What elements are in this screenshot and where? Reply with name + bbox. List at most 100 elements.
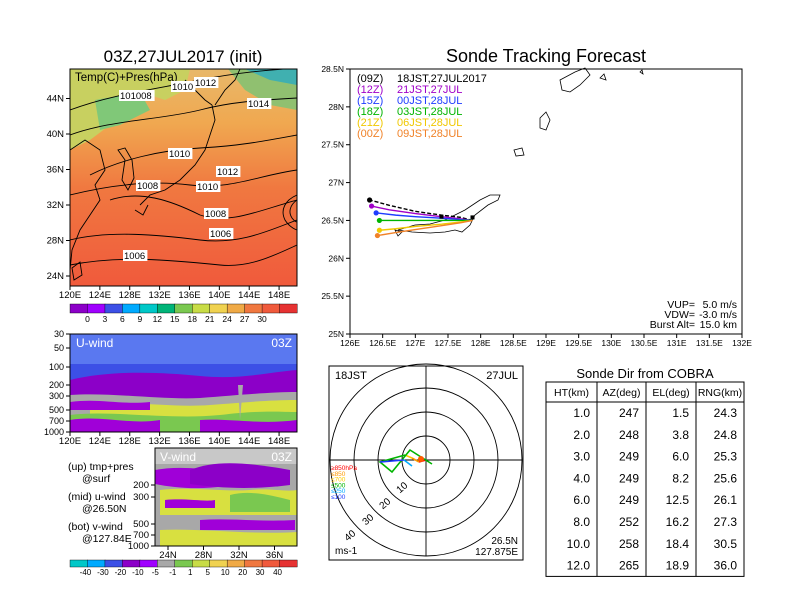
map-y-tick-label: 32N xyxy=(47,200,65,211)
table-cell: 18.9 xyxy=(666,559,690,573)
param-label: VDW= xyxy=(664,309,695,321)
chart-title: Sonde Tracking Forecast xyxy=(446,46,646,66)
legend-time: 18JST,27JUL2017 xyxy=(397,73,487,85)
map-y-tick-label: 24N xyxy=(47,271,65,282)
panel-notes: (up) tmp+pres@surf (mid) u-wind@26.50N (bo… xyxy=(68,461,134,545)
isobar-label-bg xyxy=(209,228,234,239)
v-wind-y-tick-label: 700 xyxy=(133,530,149,541)
legend-time: 00JST,28JUL xyxy=(397,95,462,107)
isobars xyxy=(70,69,297,266)
temp-colorbar-label: 3 xyxy=(103,314,108,324)
chart-series-endpoint xyxy=(376,227,382,233)
isobar-label-bg xyxy=(136,180,161,191)
legend-run: (09Z) xyxy=(357,73,383,85)
isobar-label-bg xyxy=(194,77,219,88)
table-cell: 6.0 xyxy=(672,450,689,464)
isobar-label: 1008 xyxy=(205,209,226,220)
table-cell: 12.0 xyxy=(567,559,591,573)
wind-colorbar-swatch xyxy=(139,559,158,568)
chart-axis-ticks: 126E 126.5E 127E 127.5E 128E 128.5E 129E 129.5E… xyxy=(321,64,752,348)
chart-y-tick-label: 25N xyxy=(328,329,344,339)
isobar-label: 1006 xyxy=(124,251,145,262)
island-okinoerabu xyxy=(513,147,525,157)
wind-colorbar-label: 20 xyxy=(238,568,247,577)
wind-colorbar-label: -20 xyxy=(115,568,127,577)
wind-colorbar: -40 -30 -20 -10 -5 -1 1 5 10 20 30 40 xyxy=(69,559,298,577)
island-small-2 xyxy=(639,69,644,75)
island-tokunoshima xyxy=(539,111,551,131)
table-cell: 26.1 xyxy=(714,493,738,507)
param-value: 5.0 m/s xyxy=(703,299,737,311)
temp-colorbar-label: 27 xyxy=(240,314,250,324)
table-cell: 12.5 xyxy=(666,493,690,507)
map-x-tick-label: 124E xyxy=(89,290,111,301)
isobar-label-bg xyxy=(168,148,193,159)
chart-y-tick-label: 28N xyxy=(328,102,344,112)
chart-series-endpoint xyxy=(374,232,381,239)
legend-run: (18Z) xyxy=(357,106,383,118)
wind-colorbar-label: 10 xyxy=(221,568,230,577)
wind-colorbar-swatch xyxy=(87,559,106,568)
table-cell: 1.0 xyxy=(573,406,590,420)
chart-y-tick-label: 25.5N xyxy=(321,291,344,301)
legend-run: (12Z) xyxy=(357,84,383,96)
map-x-ticks: 120E 124E 128E 132E 136E 140E 144E 148E xyxy=(59,286,290,301)
note-line: (mid) u-wind xyxy=(68,491,126,503)
wind-colorbar-label: 5 xyxy=(205,568,210,577)
table-header-cell: AZ(deg) xyxy=(603,387,641,399)
chart-series xyxy=(367,197,475,239)
sonde-direction-table: Sonde Dir from COBRA HT(km) AZ(deg) EL(deg… xyxy=(545,366,745,577)
chart-y-tick-label: 28.5N xyxy=(321,64,344,74)
table-cell: 36.0 xyxy=(714,559,738,573)
u-wind-y-tick-label: 200 xyxy=(49,380,64,390)
map-x-tick-label: 120E xyxy=(59,290,81,301)
wind-colorbar-swatch xyxy=(69,559,88,568)
chart-x-tick-label: 127.5E xyxy=(435,338,462,348)
chart-series-endpoint xyxy=(367,197,373,203)
table-header-cell: HT(km) xyxy=(554,387,589,399)
temp-colorbar-label: 24 xyxy=(222,314,232,324)
temp-colorbar-swatch xyxy=(261,303,281,314)
u-wind-frame xyxy=(69,333,298,433)
chart-x-tick-label: 132E xyxy=(732,338,752,348)
polar-level-legend-item: ≤850 xyxy=(331,471,346,478)
map-x-tick-label: 148E xyxy=(268,290,290,301)
chart-series-endpoint xyxy=(368,203,375,209)
u-wind-x-tick-label: 132E xyxy=(149,436,171,447)
wind-colorbar-label: -30 xyxy=(97,568,109,577)
table-cell: 3.0 xyxy=(573,450,590,464)
map-x-tick-label: 132E xyxy=(149,290,171,301)
note-line: @26.50N xyxy=(82,503,127,515)
polar-level-legend-item: ≤500 xyxy=(331,482,346,489)
wind-colorbar-label: 40 xyxy=(273,568,282,577)
temp-colorbar-swatch xyxy=(139,303,158,314)
u-wind-label: U-wind xyxy=(76,336,113,350)
chart-x-tick-label: 130E xyxy=(601,338,621,348)
isobar-label: 1010 xyxy=(197,182,218,193)
chart-x-tick-label: 126E xyxy=(340,338,360,348)
temp-colorbar-swatch xyxy=(87,303,106,314)
wind-colorbar-label: 1 xyxy=(188,568,193,577)
temp-colorbar-swatch xyxy=(157,303,176,314)
chart-x-tick-label: 131.5E xyxy=(696,338,723,348)
chart-x-tick-label: 131E xyxy=(667,338,687,348)
u-wind-x-tick-label: 148E xyxy=(268,436,290,447)
coastline-china xyxy=(70,139,106,271)
polar-panel: 18JST 27JUL ms-1 26.5N 127.875E 10203040… xyxy=(328,363,524,561)
isobar-label-bg xyxy=(123,250,148,261)
temperature-map-panel: 03Z,27JUL2017 (init) xyxy=(47,47,298,324)
temp-colorbar-label: 21 xyxy=(205,314,215,324)
wind-colorbar-swatch xyxy=(157,559,176,568)
chart-y-tick-label: 27N xyxy=(328,178,344,188)
wind-colorbar-swatch xyxy=(122,559,141,568)
temp-colorbar-swatch xyxy=(209,303,228,314)
isobar-label-bg xyxy=(216,166,241,177)
wind-colorbar-swatch xyxy=(279,559,298,568)
chart-x-tick-label: 128E xyxy=(471,338,491,348)
table-cell: 25.6 xyxy=(714,471,738,485)
table-cell: 8.0 xyxy=(573,515,590,529)
island-amami xyxy=(559,67,591,93)
